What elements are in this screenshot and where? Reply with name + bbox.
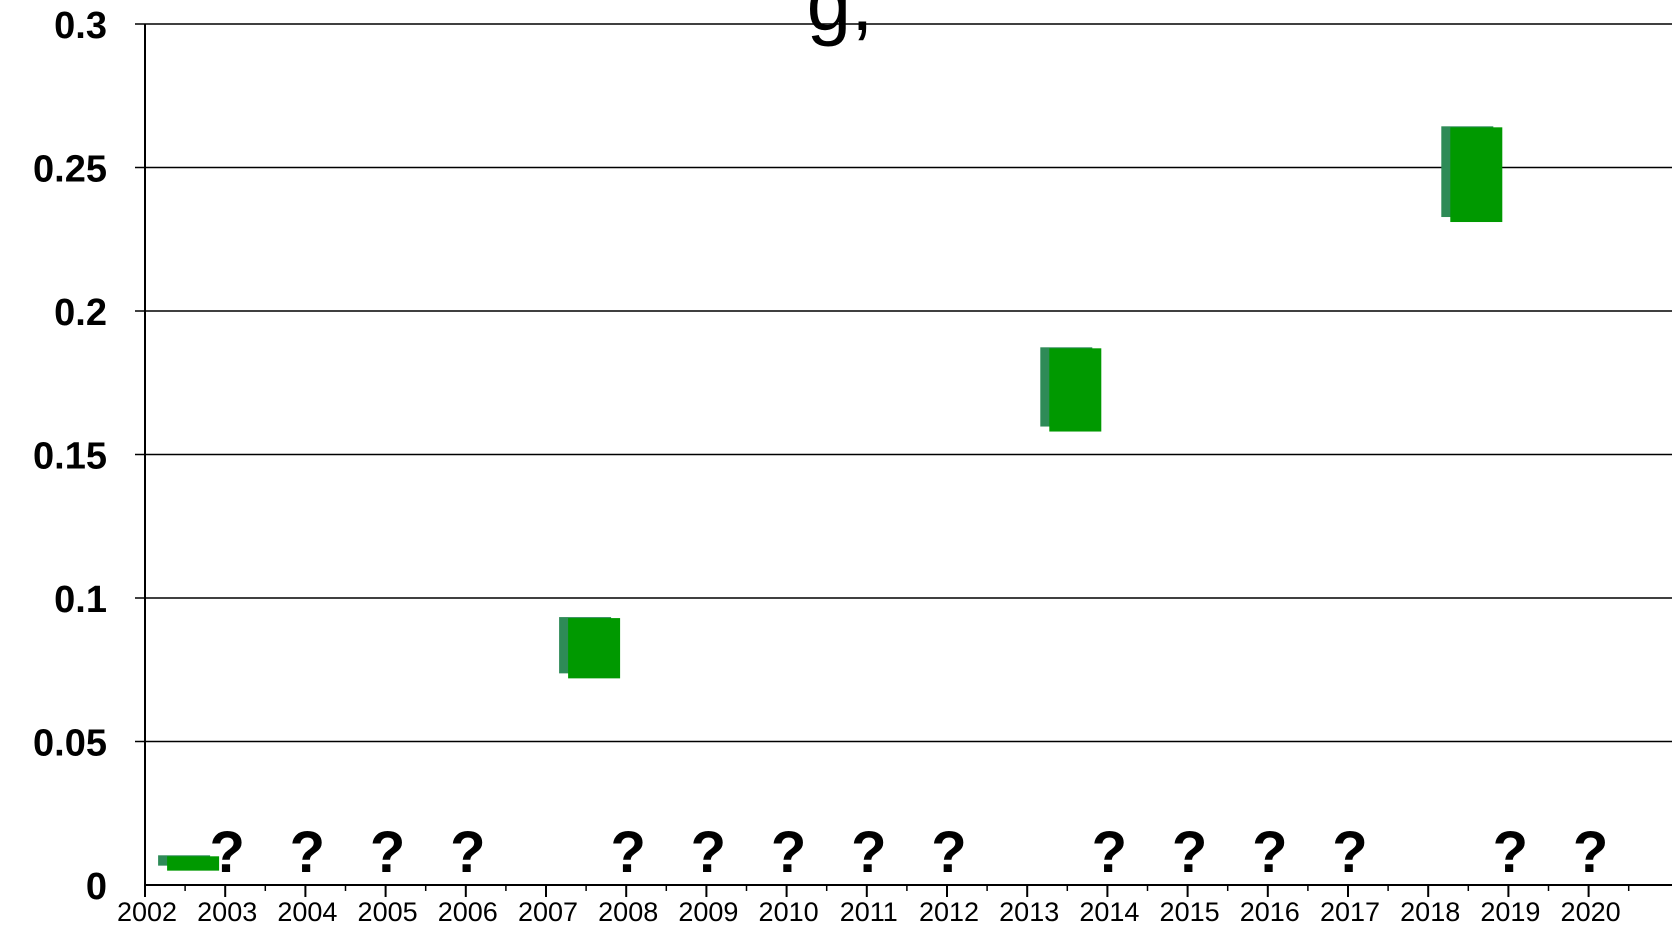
y-tick-label: 0.25	[33, 149, 107, 191]
unknown-marker: ?	[1573, 820, 1608, 885]
x-tick-label: 2004	[277, 897, 337, 925]
unknown-marker: ?	[771, 820, 806, 885]
unknown-marker: ?	[1092, 820, 1127, 885]
x-tick-label: 2020	[1561, 897, 1621, 925]
range-bar	[167, 856, 220, 871]
unknown-marker: ?	[290, 820, 325, 885]
x-tick-label: 2019	[1480, 897, 1540, 925]
x-tick-label: 2014	[1079, 897, 1139, 925]
unknown-marker: ?	[1332, 820, 1367, 885]
x-tick-label: 2013	[999, 897, 1059, 925]
y-tick-label: 0.15	[33, 436, 107, 478]
unknown-marker: ?	[209, 820, 244, 885]
x-tick-label: 2011	[840, 897, 898, 925]
unknown-marker: ?	[931, 820, 966, 885]
x-tick-label: 2008	[598, 897, 658, 925]
x-tick-label: 2005	[358, 897, 418, 925]
range-bar	[1049, 348, 1102, 432]
y-tick-label: 0.05	[33, 723, 107, 765]
x-tick-label: 2010	[759, 897, 819, 925]
x-tick-label: 2015	[1160, 897, 1220, 925]
y-tick-label: 0	[86, 866, 107, 908]
x-tick-label: 2012	[919, 897, 979, 925]
unknown-marker: ?	[691, 820, 726, 885]
y-tick-label: 0.3	[54, 5, 107, 47]
range-bar	[568, 618, 621, 679]
x-tick-label: 2016	[1240, 897, 1300, 925]
unknown-marker: ?	[370, 820, 405, 885]
range-bars	[158, 126, 1503, 871]
unknown-marker: ?	[1252, 820, 1287, 885]
unknown-marker: ?	[1172, 820, 1207, 885]
x-tick-labels: 2002 2003 2004 2005 2006 2007 2008 2009 2010 2011…	[117, 897, 1621, 925]
x-tick-label: 2007	[518, 897, 578, 925]
gridlines	[135, 23, 1672, 743]
y-tick-labels: 0 0.05 0.1 0.15 0.2 0.25 0.3	[33, 5, 107, 908]
y-tick-label: 0.1	[54, 579, 107, 621]
x-tick-label: 2018	[1400, 897, 1460, 925]
x-tick-label: 2009	[678, 897, 738, 925]
x-tick-label: 2017	[1320, 897, 1380, 925]
unknown-marker: ?	[851, 820, 886, 885]
unknown-marker: ?	[450, 820, 485, 885]
unknown-markers: ???????????????	[209, 820, 1608, 885]
x-tick-label: 2002	[117, 897, 177, 925]
x-tick-label: 2006	[438, 897, 498, 925]
y-tick-label: 0.2	[54, 292, 107, 334]
unknown-marker: ?	[1493, 820, 1528, 885]
unknown-marker: ?	[610, 820, 645, 885]
range-bar	[1450, 127, 1503, 223]
axes	[144, 24, 1672, 897]
x-tick-label: 2003	[197, 897, 257, 925]
